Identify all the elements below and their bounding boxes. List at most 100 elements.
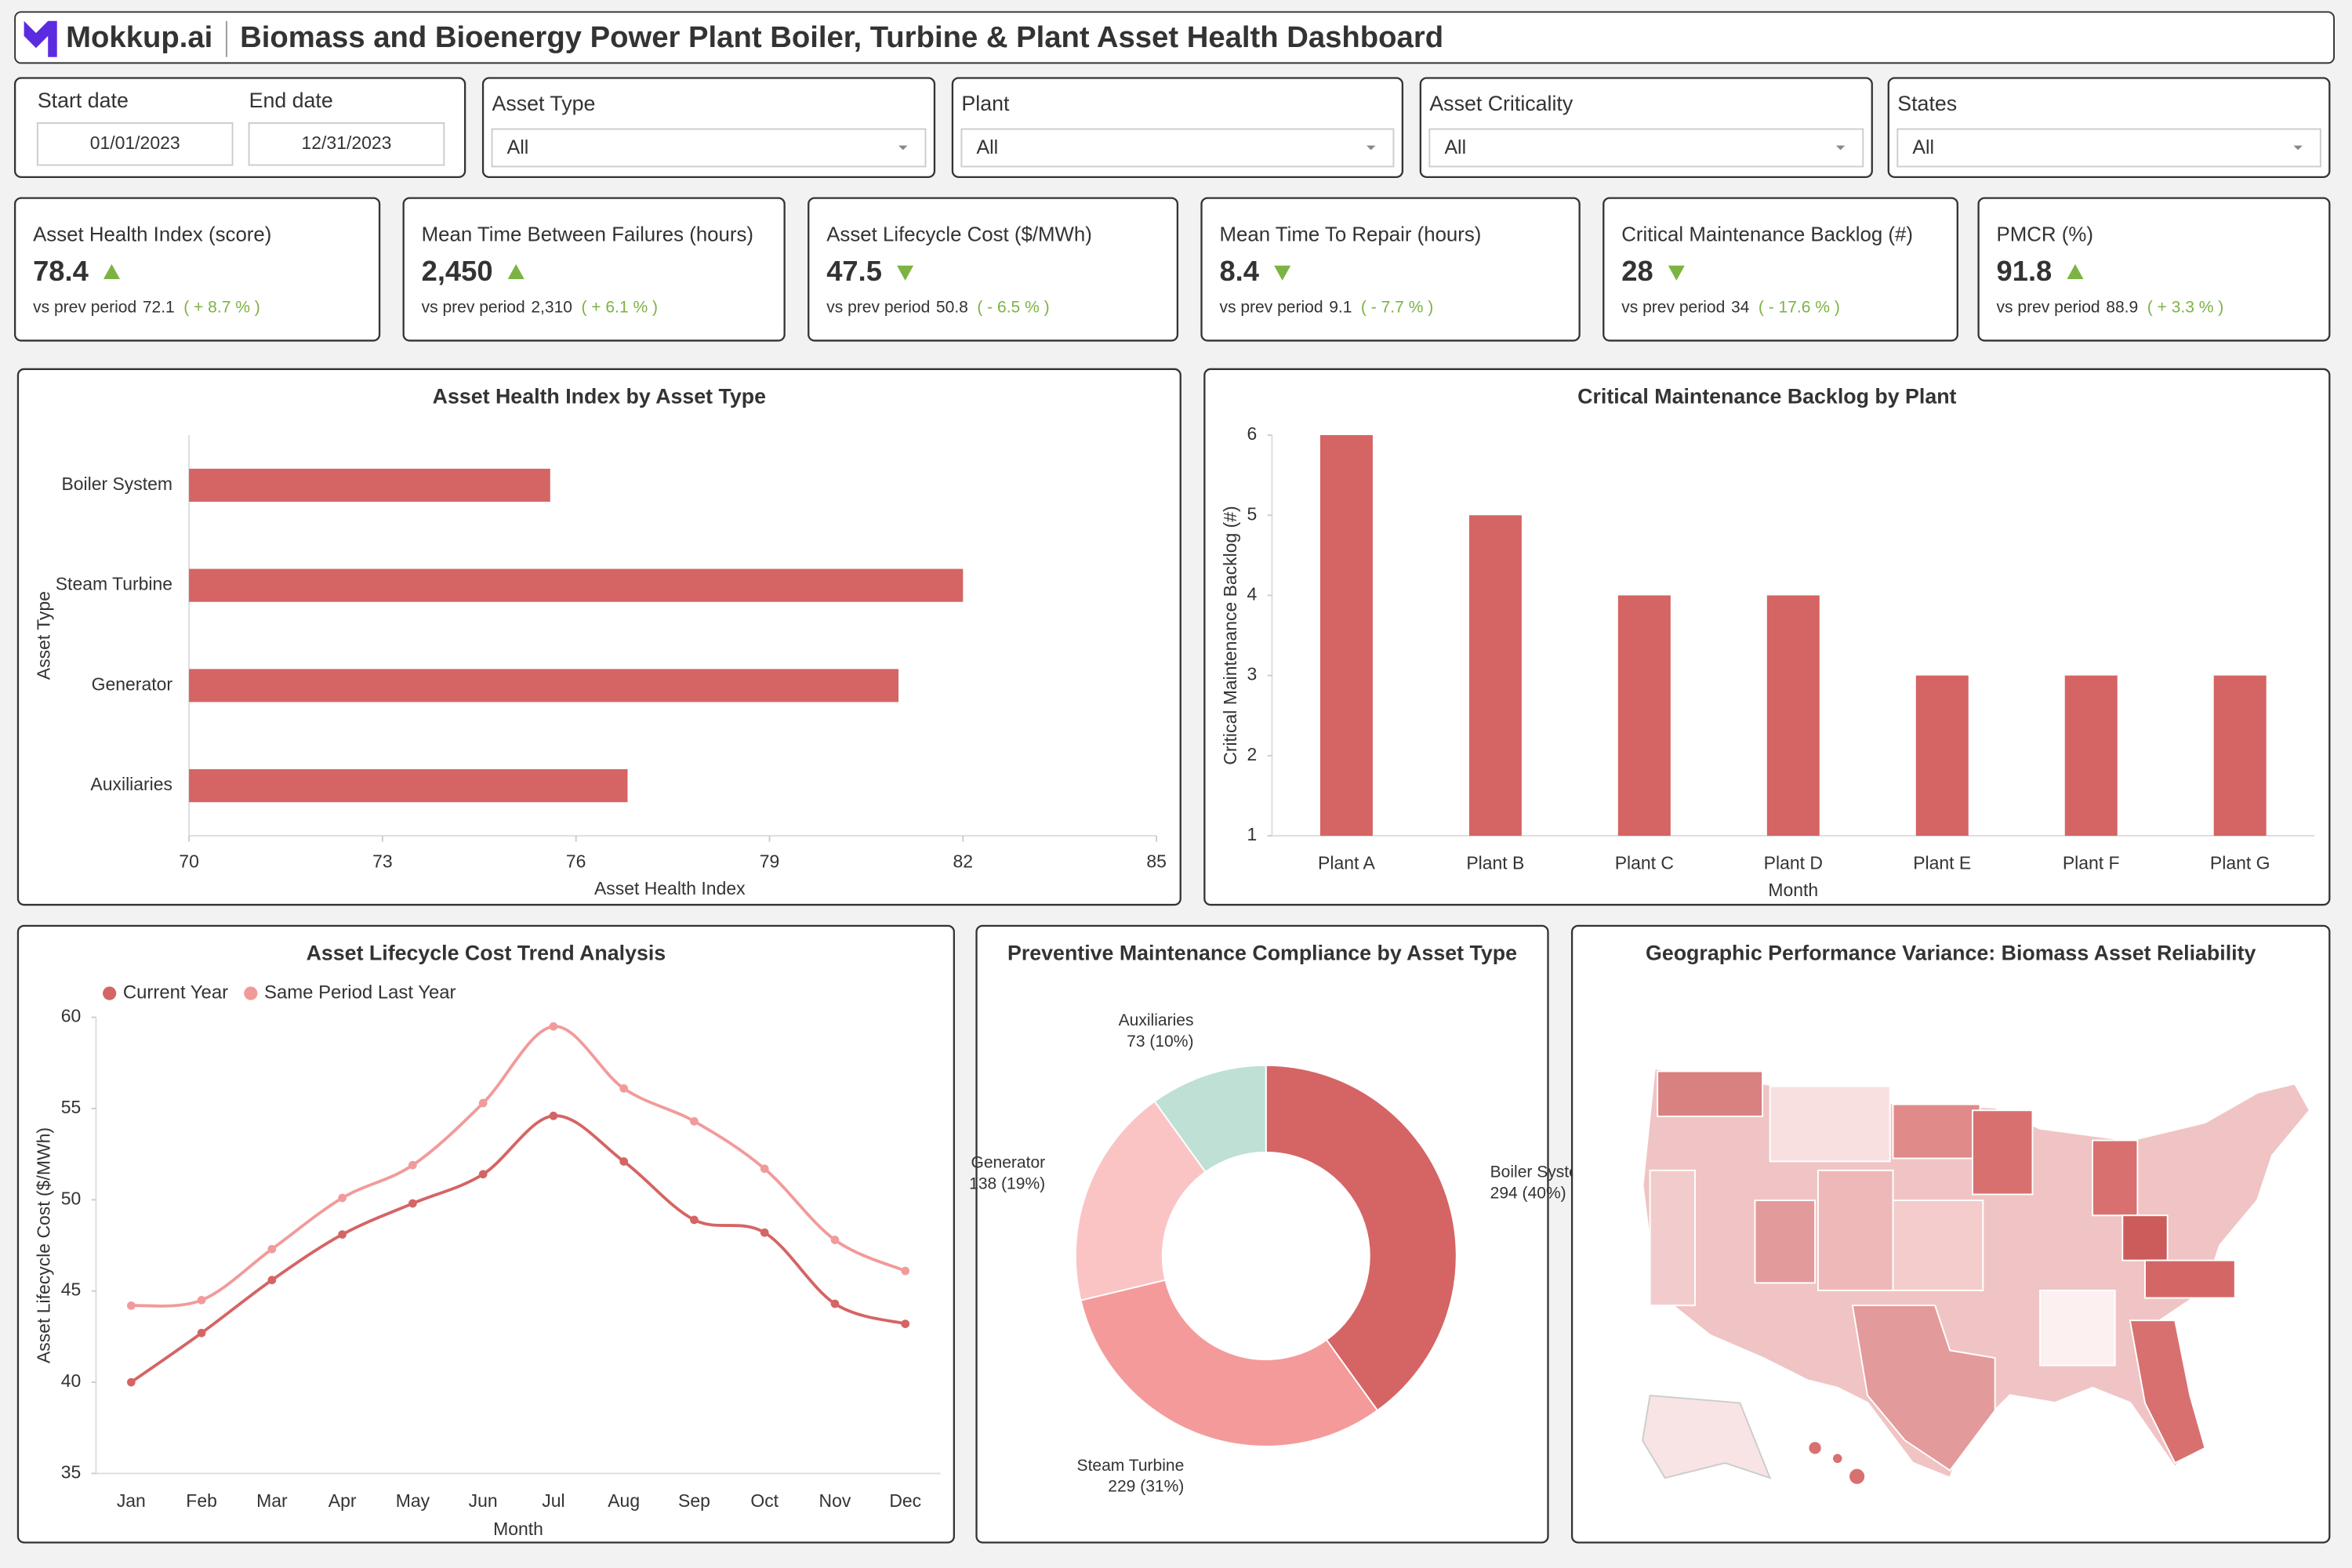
dropdown[interactable]	[1896, 128, 2321, 168]
kpi-title: Critical Maintenance Backlog (#)	[1621, 223, 1913, 245]
bar	[2064, 675, 2118, 837]
filter-label: End date	[249, 89, 333, 112]
x-tick-label: Mar	[256, 1490, 288, 1511]
comparison-label: vs prev period	[1997, 298, 2100, 316]
state-region	[2039, 1289, 2116, 1367]
chart-title: Asset Lifecycle Cost Trend Analysis	[307, 941, 666, 964]
trend-arrow	[897, 265, 914, 281]
point	[619, 1157, 629, 1166]
state-region	[2129, 1319, 2206, 1465]
y-tick-label: 35	[61, 1461, 82, 1482]
y-axis-label: Critical Maintenance Backlog (#)	[1220, 506, 1240, 764]
slice-value: 294 (40%)	[1490, 1185, 1566, 1203]
kpi-comparison: vs prev period 50.8 ( - 6.5 % )	[826, 298, 1049, 316]
previous-value: 34	[1731, 298, 1750, 316]
slice-label: Auxiliaries	[1119, 1011, 1194, 1029]
date-value[interactable]: 12/31/2023	[302, 132, 392, 153]
y-tick-label: 3	[1247, 664, 1258, 684]
caret	[1366, 145, 1376, 151]
point	[197, 1328, 206, 1338]
date-input[interactable]	[36, 122, 234, 166]
point	[830, 1236, 840, 1244]
date-input[interactable]	[248, 122, 445, 166]
kpi-value: 91.8	[1997, 255, 2053, 287]
x-tick-label: Plant D	[1764, 852, 1823, 873]
dropdown[interactable]	[960, 128, 1395, 168]
caret	[898, 145, 908, 151]
logo	[24, 20, 57, 57]
state-region	[1851, 1305, 1996, 1472]
x-tick-label: Plant A	[1318, 852, 1375, 873]
header-bar	[14, 11, 2335, 64]
point	[830, 1299, 840, 1308]
point	[901, 1266, 910, 1276]
kpi-value: 78.4	[33, 255, 89, 287]
caret	[2293, 145, 2303, 151]
slice-label: Steam Turbine	[1077, 1457, 1185, 1475]
x-tick-label: Plant E	[1913, 852, 1971, 873]
point	[690, 1215, 699, 1225]
kpi-title: Asset Lifecycle Cost ($/MWh)	[826, 223, 1092, 245]
comparison-label: vs prev period	[826, 298, 930, 316]
x-axis-label: Asset Health Index	[594, 878, 746, 898]
y-axis-label: Asset Type	[33, 591, 53, 680]
chart-title: Preventive Maintenance Compliance by Ass…	[1007, 941, 1517, 964]
x-tick-label: Oct	[750, 1490, 779, 1511]
kpi-comparison: vs prev period 9.1 ( - 7.7 % )	[1219, 298, 1433, 316]
x-tick-label: Plant G	[2210, 852, 2270, 873]
dropdown-value[interactable]: All	[507, 136, 529, 158]
kpi-comparison: vs prev period 2,310 ( + 6.1 % )	[422, 298, 658, 316]
dropdown[interactable]	[1428, 128, 1864, 168]
trend-arrow	[2067, 263, 2084, 279]
x-tick-label: Feb	[186, 1490, 217, 1511]
x-tick-label: 79	[760, 851, 780, 872]
filter-label: Start date	[38, 89, 129, 112]
legend-marker	[103, 986, 117, 1000]
slice-label: Boiler System	[1490, 1163, 1592, 1181]
x-axis-label: Month	[493, 1519, 543, 1539]
x-tick-label: 76	[566, 851, 586, 872]
previous-value: 2,310	[531, 298, 572, 316]
kpi-value: 8.4	[1219, 255, 1259, 287]
state-region	[1971, 1109, 2034, 1196]
bar	[1766, 595, 1820, 837]
filter-label: Plant	[961, 92, 1010, 115]
date-value[interactable]: 01/01/2023	[90, 132, 180, 153]
point	[549, 1022, 558, 1031]
dropdown-value[interactable]: All	[977, 136, 999, 158]
kpi-value: 28	[1621, 255, 1653, 287]
dropdown[interactable]	[491, 128, 927, 168]
chart-title: Critical Maintenance Backlog by Plant	[1577, 384, 1956, 408]
panel	[13, 197, 381, 342]
state-region	[1817, 1169, 1894, 1291]
state-region	[1649, 1169, 1696, 1307]
state-region	[1892, 1200, 1984, 1291]
slice-value: 138 (19%)	[969, 1174, 1045, 1192]
point	[478, 1098, 488, 1108]
previous-value: 9.1	[1329, 298, 1352, 316]
y-tick-label: Generator	[92, 673, 173, 694]
panel	[402, 197, 786, 342]
panel	[1977, 197, 2331, 342]
state-region	[1657, 1070, 1764, 1117]
us-map	[1641, 1067, 2312, 1484]
x-tick-label: 82	[953, 851, 974, 872]
dropdown-value[interactable]: All	[1912, 136, 1934, 158]
legend-label: Current Year	[123, 982, 228, 1003]
point	[901, 1319, 910, 1328]
legend-label: Same Period Last Year	[264, 982, 456, 1003]
previous-value: 88.9	[2106, 298, 2138, 316]
y-tick-label: 6	[1247, 423, 1258, 444]
point	[408, 1199, 417, 1208]
point	[338, 1230, 347, 1239]
y-tick-label: 5	[1247, 503, 1258, 524]
dropdown-value[interactable]: All	[1444, 136, 1466, 158]
x-tick-label: Apr	[328, 1490, 357, 1511]
kpi-comparison: vs prev period 72.1 ( + 8.7 % )	[33, 298, 260, 316]
panel	[1200, 197, 1581, 342]
kpi-comparison: vs prev period 34 ( - 17.6 % )	[1621, 298, 1840, 316]
comparison-label: vs prev period	[33, 298, 136, 316]
x-tick-label: Aug	[608, 1490, 640, 1511]
bar	[2213, 675, 2267, 837]
